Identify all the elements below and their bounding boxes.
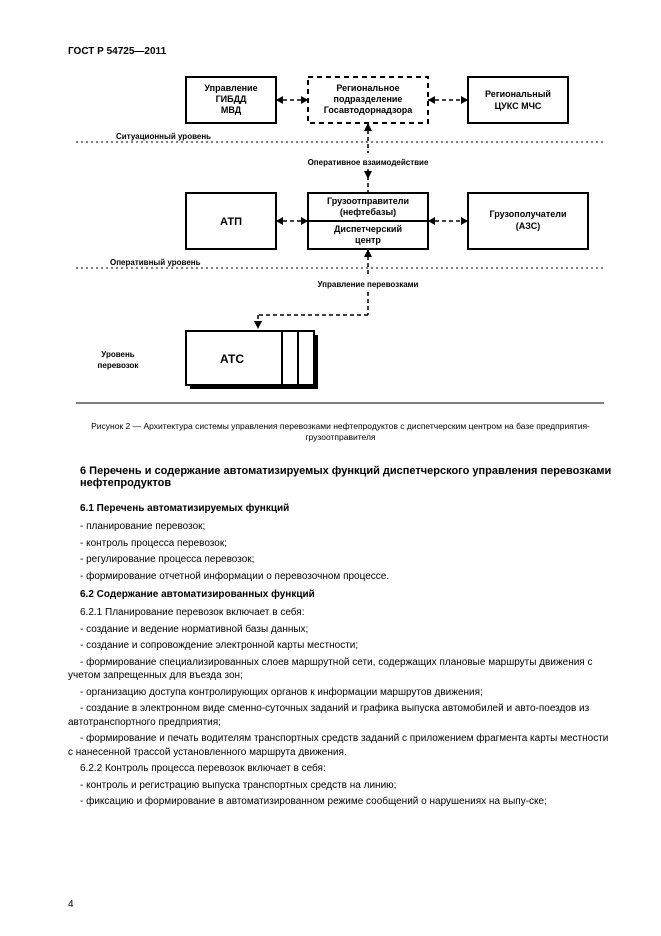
svg-text:ГИБДД: ГИБДД [216,94,247,104]
svg-text:Госавтодорнадзора: Госавтодорнадзора [324,105,413,115]
svg-text:перевозок: перевозок [98,361,140,370]
list-item: - создание и сопровождение электронной к… [80,639,613,653]
list-item: - планирование перевозок; [80,520,613,534]
svg-text:ЦУКС МЧС: ЦУКС МЧС [495,101,542,111]
svg-text:Уровень: Уровень [101,350,135,359]
page-number: 4 [68,899,74,910]
svg-text:Оперативное взаимодействие: Оперативное взаимодействие [308,158,429,167]
svg-text:Грузоотправители: Грузоотправители [327,196,409,206]
section-6-title: 6 Перечень и содержание автоматизируемых… [80,465,613,489]
svg-text:Региональное: Региональное [336,83,399,93]
list-item: - контроль процесса перевозок; [80,537,613,551]
svg-text:(нефтебазы): (нефтебазы) [340,207,396,217]
svg-text:Управление: Управление [204,83,257,93]
paragraph: 6.2.1 Планирование перевозок включает в … [68,606,613,620]
paragraph: - создание в электронном виде сменно-сут… [68,702,613,729]
svg-text:подразделение: подразделение [334,94,403,104]
paragraph: - формирование специализированных слоев … [68,656,613,683]
svg-text:центр: центр [355,235,381,245]
list-item: - регулирование процесса перевозок; [80,553,613,567]
svg-text:Оперативный уровень: Оперативный уровень [110,258,201,267]
subsection-6-1: 6.1 Перечень автоматизируемых функций [80,503,613,514]
svg-text:МВД: МВД [221,105,242,115]
list-item: - создание и ведение нормативной базы да… [80,623,613,637]
svg-text:Диспетчерский: Диспетчерский [334,224,402,234]
paragraph: - формирование и печать водителям трансп… [68,732,613,759]
svg-text:Управление перевозками: Управление перевозками [318,280,419,289]
subsection-6-2: 6.2 Содержание автоматизированных функци… [80,589,613,600]
svg-text:АТП: АТП [220,216,242,228]
paragraph: - организацию доступа контролирующих орг… [68,686,613,700]
svg-text:Ситуационный уровень: Ситуационный уровень [116,132,211,141]
svg-text:АТС: АТС [220,352,244,366]
svg-text:Региональный: Региональный [485,89,551,99]
list-item: - формирование отчетной информации о пер… [80,570,613,584]
standard-header: ГОСТ Р 54725—2011 [68,46,613,57]
svg-text:(АЗС): (АЗС) [516,221,540,231]
paragraph: - контроль и регистрацию выпуска транспо… [68,779,613,793]
paragraph: 6.2.2 Контроль процесса перевозок включа… [68,762,613,776]
figure-2-diagram: Управление ГИБДД МВД Региональное подраз… [68,67,613,407]
figure-caption: Рисунок 2 — Архитектура системы управлен… [68,421,613,443]
paragraph: - фиксацию и формирование в автоматизиро… [68,795,613,809]
svg-text:Грузополучатели: Грузополучатели [490,209,567,219]
